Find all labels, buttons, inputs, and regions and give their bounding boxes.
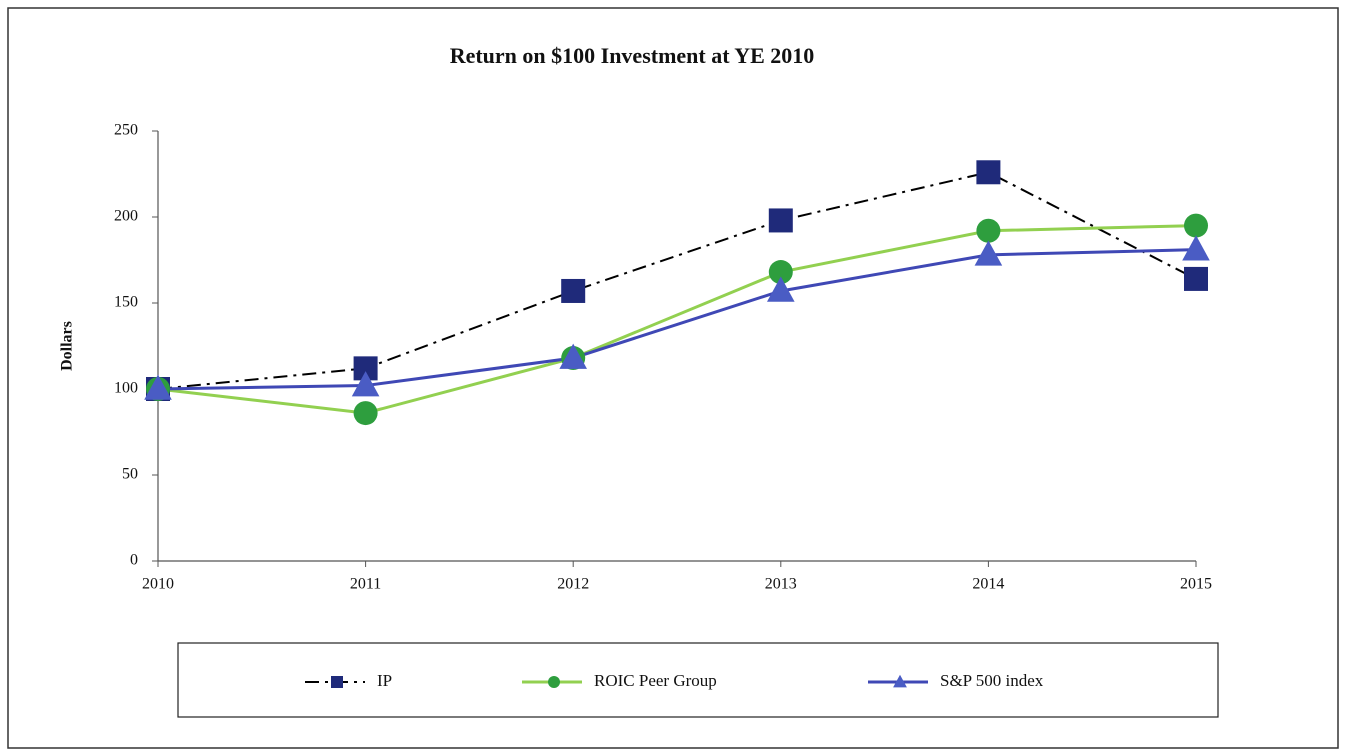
legend-box bbox=[177, 642, 1219, 718]
chart-border bbox=[7, 7, 1339, 749]
x-tick-label: 2014 bbox=[972, 576, 1004, 593]
data-point bbox=[768, 208, 793, 233]
legend-label: ROIC Peer Group bbox=[594, 671, 717, 690]
data-point bbox=[559, 343, 587, 369]
legend-marker bbox=[893, 674, 907, 688]
legend-label: S&P 500 index bbox=[940, 671, 1044, 690]
y-tick-label: 250 bbox=[114, 122, 138, 139]
data-point bbox=[767, 276, 795, 302]
data-point bbox=[1184, 266, 1208, 291]
data-point bbox=[561, 278, 586, 303]
legend-marker bbox=[331, 676, 343, 688]
legend-marker bbox=[548, 676, 560, 688]
data-point bbox=[1184, 213, 1208, 238]
series-line bbox=[157, 224, 1197, 415]
x-tick-label: 2012 bbox=[557, 576, 589, 593]
data-point bbox=[768, 260, 793, 285]
data-point bbox=[353, 401, 378, 426]
y-tick-label: 200 bbox=[114, 208, 138, 225]
x-tick-label: 2015 bbox=[1180, 576, 1212, 593]
chart-title: Return on $100 Investment at YE 2010 bbox=[450, 43, 815, 68]
y-tick-label: 0 bbox=[130, 552, 138, 569]
legend-label: IP bbox=[377, 671, 392, 690]
data-point bbox=[1182, 235, 1210, 261]
x-tick-label: 2010 bbox=[142, 576, 174, 593]
y-tick-label: 50 bbox=[122, 466, 138, 483]
y-tick-label: 150 bbox=[114, 294, 138, 311]
data-point bbox=[144, 374, 172, 400]
x-tick-label: 2011 bbox=[350, 576, 381, 593]
series-line bbox=[157, 248, 1197, 391]
y-tick-label: 100 bbox=[114, 380, 138, 397]
data-point bbox=[976, 218, 1001, 243]
x-tick-label: 2013 bbox=[765, 576, 797, 593]
data-point bbox=[976, 160, 1001, 185]
series-line bbox=[157, 171, 1197, 390]
data-point bbox=[351, 371, 380, 397]
data-point bbox=[974, 240, 1003, 266]
y-axis-label: Dollars bbox=[59, 321, 76, 371]
